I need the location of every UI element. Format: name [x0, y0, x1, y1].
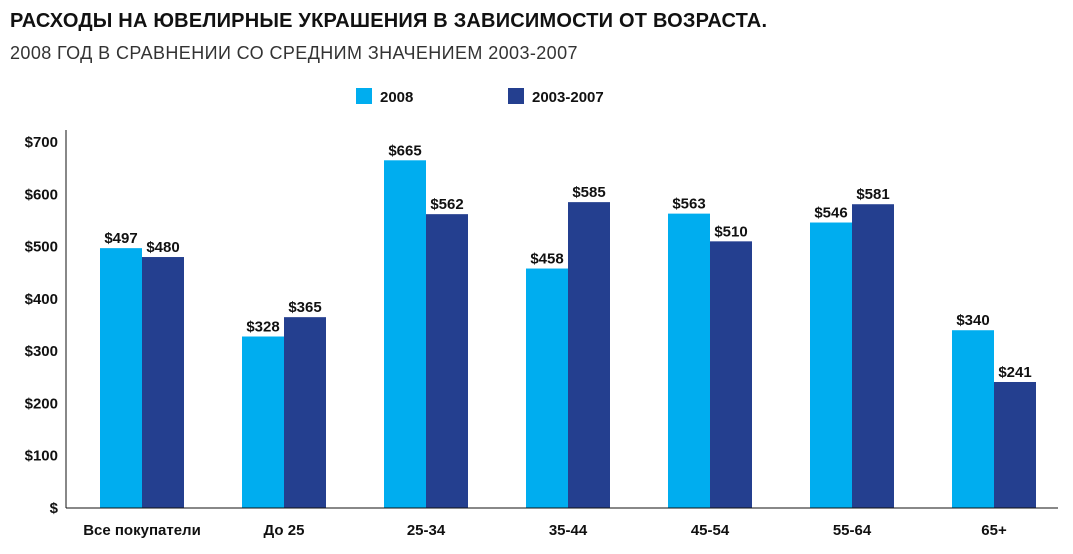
- data-label: $563: [672, 196, 705, 213]
- bar: [426, 214, 468, 508]
- y-tick-label: $400: [25, 291, 58, 308]
- x-tick-label: 45-54: [691, 522, 730, 539]
- bar: [568, 202, 610, 508]
- bar: [526, 268, 568, 508]
- data-label: $510: [714, 223, 747, 240]
- x-tick-label: 65+: [981, 522, 1007, 539]
- x-axis: Все покупатели До 25 25-34 35-44 45-54 55-64 6…: [66, 507, 1058, 539]
- data-label: $497: [104, 230, 137, 247]
- data-label: $665: [388, 142, 421, 159]
- y-tick-label: $200: [25, 395, 58, 412]
- bar: [100, 248, 142, 508]
- bar: [852, 204, 894, 508]
- bar: [810, 222, 852, 508]
- data-label: $241: [998, 364, 1031, 381]
- bar: [668, 213, 710, 509]
- data-label: $328: [246, 319, 279, 336]
- chart-subtitle: 2008 ГОД В СРАВНЕНИИ СО СРЕДНИМ ЗНАЧЕНИЕ…: [10, 43, 578, 63]
- legend: 2008 2003-2007: [356, 88, 604, 106]
- bar: [142, 257, 184, 508]
- x-tick-label: До 25: [264, 522, 305, 539]
- y-tick-label: $500: [25, 239, 58, 256]
- x-tick-label: 55-64: [833, 522, 872, 539]
- bar: [242, 336, 284, 508]
- y-tick-label: $700: [25, 134, 58, 151]
- data-label: $562: [430, 196, 463, 213]
- x-tick-label: 25-34: [407, 522, 446, 539]
- data-label: $340: [956, 312, 989, 329]
- data-label: $365: [288, 299, 321, 316]
- y-tick-label: $: [50, 500, 59, 517]
- y-tick-label: $600: [25, 186, 58, 203]
- x-tick-label: Все покупатели: [83, 522, 201, 539]
- y-tick-label: $100: [25, 448, 58, 465]
- data-label: $480: [146, 239, 179, 256]
- legend-label: 2003-2007: [532, 89, 604, 106]
- data-label: $585: [572, 184, 605, 201]
- y-tick-label: $300: [25, 343, 58, 360]
- bar: [284, 317, 326, 508]
- legend-swatch: [508, 88, 524, 104]
- x-tick-label: 35-44: [549, 522, 588, 539]
- data-label: $581: [856, 186, 889, 203]
- y-axis: $ $100 $200 $300 $400 $500 $600 $700: [25, 130, 67, 517]
- bar: [994, 381, 1036, 508]
- data-label: $458: [530, 251, 563, 268]
- bar: [710, 241, 752, 509]
- bars: $497 $480 $328 $365 $665 $562 $458 $585 $563 $510…: [100, 142, 1036, 509]
- legend-label: 2008: [380, 89, 413, 106]
- legend-swatch: [356, 88, 372, 104]
- chart-title: РАСХОДЫ НА ЮВЕЛИРНЫЕ УКРАШЕНИЯ В ЗАВИСИМ…: [10, 10, 768, 32]
- bar: [384, 160, 426, 509]
- bar: [952, 330, 994, 508]
- data-label: $546: [814, 205, 847, 222]
